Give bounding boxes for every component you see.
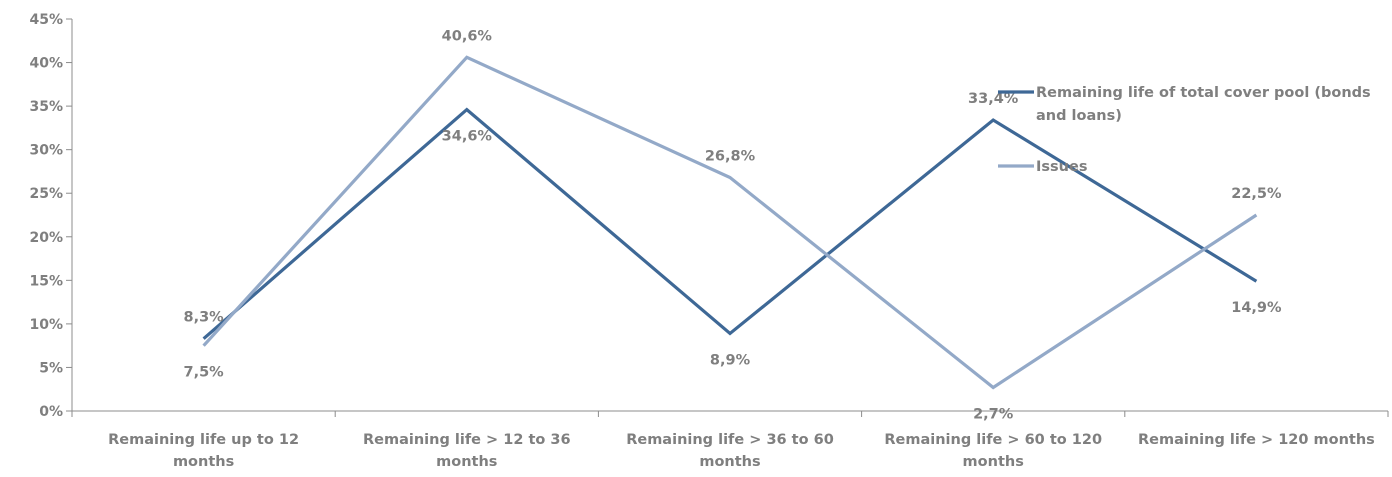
x-category-label-line: Remaining life up to 12: [108, 432, 299, 448]
x-category-label: Remaining life > 12 to 36 months: [363, 432, 571, 470]
legend-label-line: and loans): [1036, 108, 1122, 124]
x-category-label-line: months: [436, 454, 497, 470]
x-category-label-line: months: [699, 454, 760, 470]
x-category-label-line: months: [173, 454, 234, 470]
data-label: 7,5%: [183, 365, 224, 381]
data-labels: 8,3% 34,6% 8,9% 33,4% 14,9% 7,5% 40,6% 26,8% 2,7…: [183, 28, 1282, 422]
x-category-label-line: Remaining life > 120 months: [1138, 432, 1375, 448]
data-label: 33,4%: [968, 91, 1019, 107]
data-label: 22,5%: [1231, 186, 1282, 202]
x-category-label: Remaining life > 120 months: [1138, 432, 1375, 448]
data-label: 34,6%: [442, 129, 493, 145]
y-tick-label: 0%: [39, 404, 63, 420]
y-tick-label: 35%: [29, 99, 63, 115]
legend-label: Issues: [1036, 159, 1087, 175]
y-tick-label: 15%: [29, 273, 63, 289]
legend-label-line: Issues: [1036, 159, 1087, 175]
x-category-label-line: Remaining life > 12 to 36: [363, 432, 571, 448]
y-tick-label: 5%: [39, 360, 63, 376]
y-tick-label: 40%: [29, 56, 63, 72]
legend-label-line: Remaining life of total cover pool (bond…: [1036, 85, 1371, 101]
y-tick-label: 25%: [29, 186, 63, 202]
y-tick-label: 45%: [29, 12, 63, 28]
x-category-label: Remaining life > 60 to 120 months: [884, 432, 1102, 470]
series-line: [202, 55, 1258, 390]
data-label: 8,9%: [710, 352, 751, 368]
data-label: 2,7%: [973, 406, 1014, 422]
x-category-label: Remaining life up to 12 months: [108, 432, 299, 470]
y-tick-label: 10%: [29, 317, 63, 333]
legend: Remaining life of total cover pool (bond…: [998, 85, 1371, 175]
data-label: 26,8%: [705, 149, 756, 165]
legend-label: Remaining life of total cover pool (bond…: [1036, 85, 1371, 124]
series-lines: [202, 55, 1258, 390]
y-axis-ticks: 0% 5% 10% 15% 20% 25% 30% 35% 40% 45%: [29, 12, 72, 420]
data-label: 8,3%: [183, 310, 224, 326]
x-category-label: Remaining life > 36 to 60 months: [626, 432, 834, 470]
data-label: 14,9%: [1231, 300, 1282, 316]
x-category-label-line: Remaining life > 60 to 120: [884, 432, 1102, 448]
data-label: 40,6%: [442, 28, 493, 44]
y-tick-label: 30%: [29, 143, 63, 159]
y-tick-label: 20%: [29, 230, 63, 246]
axes: [71, 19, 1388, 412]
series-line: [202, 107, 1258, 340]
x-category-label-line: months: [963, 454, 1024, 470]
x-category-label-line: Remaining life > 36 to 60: [626, 432, 834, 448]
